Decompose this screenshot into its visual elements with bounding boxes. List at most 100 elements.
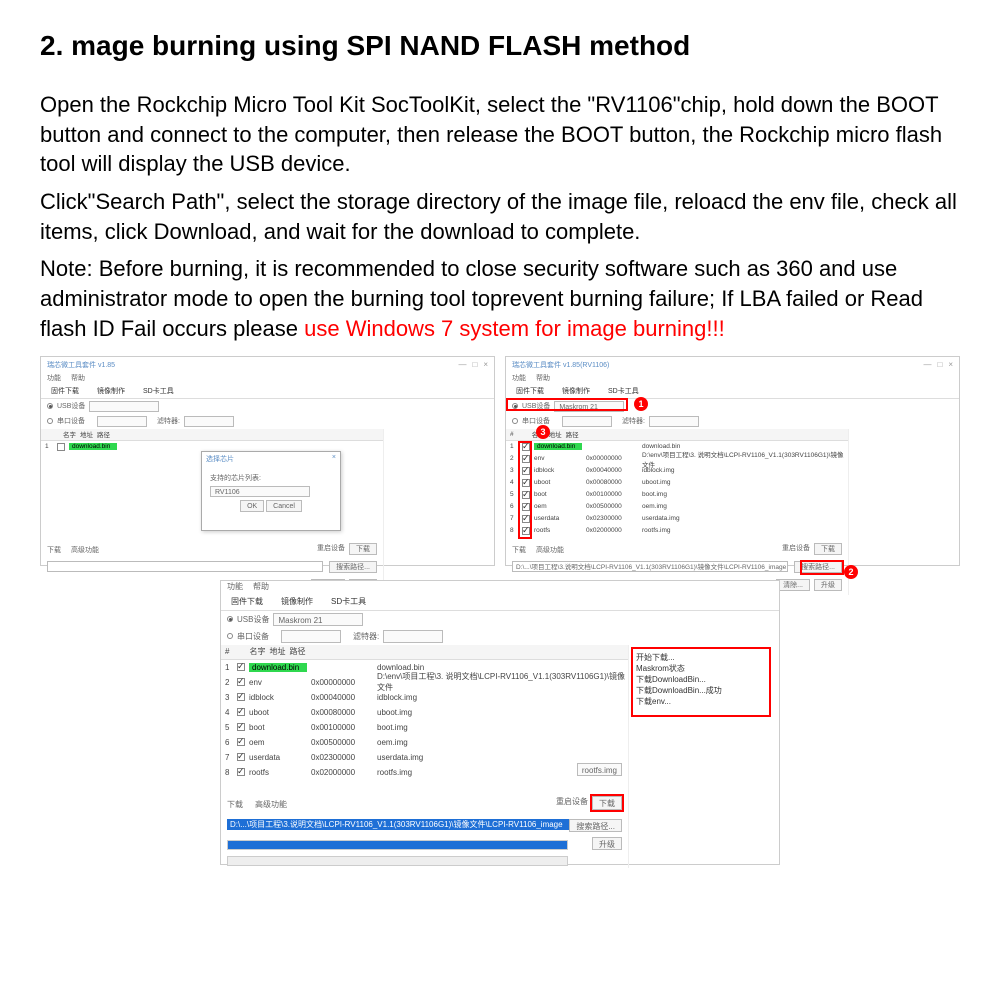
menu-fn[interactable]: 功能 <box>227 581 243 595</box>
row-checkbox[interactable] <box>237 693 245 701</box>
selected-path[interactable]: D:\...\项目工程\3.说明文档\LCPI-RV1106_V1.1(303R… <box>227 819 622 830</box>
row-checkbox[interactable] <box>237 723 245 731</box>
tab-sd[interactable]: SD卡工具 <box>604 385 643 398</box>
row-checkbox[interactable] <box>237 678 245 686</box>
callout-box-2 <box>800 560 844 575</box>
tab-firmware[interactable]: 固件下载 <box>512 385 548 398</box>
log-output-box: 开始下载... Maskrom状态 下载DownloadBin... 下载Dow… <box>631 647 771 717</box>
subtab-advanced[interactable]: 高级功能 <box>255 799 287 810</box>
subtab-download[interactable]: 下载 <box>227 799 243 810</box>
tab-sd[interactable]: SD卡工具 <box>327 595 370 610</box>
table-row[interactable]: 5boot0x00100000boot.img <box>221 720 628 735</box>
radio-serial[interactable] <box>227 633 233 639</box>
minimize-icon[interactable]: — <box>923 360 931 369</box>
minimize-icon[interactable]: — <box>458 360 466 369</box>
log-line: 下载DownloadBin...成功 <box>636 685 766 696</box>
subtab-download[interactable]: 下载 <box>512 545 526 555</box>
tool-tabs: 固件下载 镜像制作 SD卡工具 <box>41 385 494 399</box>
table-row[interactable]: 6oem0x00500000oem.img <box>506 501 848 513</box>
table-row[interactable]: 4uboot0x00080000uboot.img <box>221 705 628 720</box>
radio-usb[interactable] <box>47 403 53 409</box>
download-button[interactable]: 下载 <box>814 543 842 555</box>
filter-combo[interactable] <box>184 416 234 427</box>
menu-help[interactable]: 帮助 <box>71 373 85 385</box>
search-path-button[interactable]: 搜索路径... <box>569 819 622 832</box>
row-checkbox[interactable] <box>237 708 245 716</box>
radio-usb-label: USB设备 <box>57 401 85 411</box>
row-checkbox[interactable] <box>237 768 245 776</box>
tab-image[interactable]: 镜像制作 <box>558 385 594 398</box>
col-name: 名字 <box>63 429 76 439</box>
subtab-download[interactable]: 下载 <box>47 545 61 555</box>
path-input[interactable]: D:\...\项目工程\3.说明文档\LCPI-RV1106_V1.1(303R… <box>512 561 788 572</box>
row-name: boot <box>534 491 582 498</box>
menu-fn[interactable]: 功能 <box>512 373 526 385</box>
table-row[interactable]: 5boot0x00100000boot.img <box>506 489 848 501</box>
search-path-button[interactable]: 搜索路径... <box>329 561 377 573</box>
close-icon[interactable]: × <box>948 360 953 369</box>
table-row[interactable]: 3idblock0x00040000idblock.img <box>221 690 628 705</box>
radio-usb-label: USB设备 <box>237 614 269 625</box>
row-addr: 0x00000000 <box>311 678 373 687</box>
table-row[interactable]: 2env0x00000000D:\env\项目工程\3. 说明文档\LCPI-R… <box>506 453 848 465</box>
row-name: env <box>249 678 307 687</box>
row-addr: 0x02000000 <box>586 527 638 534</box>
serial-combo[interactable] <box>562 416 612 427</box>
menu-fn[interactable]: 功能 <box>47 373 61 385</box>
callout-download-box <box>590 794 624 812</box>
table-row[interactable]: 6oem0x00500000oem.img <box>221 735 628 750</box>
serial-combo[interactable] <box>97 416 147 427</box>
radio-serial[interactable] <box>512 418 518 424</box>
row-path: boot.img <box>377 723 628 732</box>
table-row[interactable]: 8rootfs0x02000000rootfs.img <box>221 765 628 780</box>
rootfs-dropdown[interactable]: rootfs.img <box>577 763 622 776</box>
row-addr: 0x02300000 <box>586 515 638 522</box>
dialog-close-icon[interactable]: × <box>332 454 336 464</box>
serial-combo[interactable] <box>281 630 341 643</box>
chip-combo[interactable]: RV1106 <box>210 486 310 497</box>
col-addr: 地址 <box>80 429 93 439</box>
dialog-ok-button[interactable]: OK <box>240 500 264 512</box>
usb-combo[interactable] <box>89 401 159 412</box>
upgrade-button[interactable]: 升级 <box>814 579 842 591</box>
clear-button[interactable]: 清除... <box>776 579 810 591</box>
upgrade-button[interactable]: 升级 <box>592 837 622 850</box>
tab-firmware[interactable]: 固件下载 <box>227 595 267 610</box>
table-row[interactable]: 7userdata0x02300000userdata.img <box>221 750 628 765</box>
radio-serial[interactable] <box>47 418 53 424</box>
row-checkbox[interactable] <box>237 738 245 746</box>
menu-help[interactable]: 帮助 <box>536 373 550 385</box>
tab-sd[interactable]: SD卡工具 <box>139 385 178 398</box>
dialog-cancel-button[interactable]: Cancel <box>266 500 302 512</box>
row-checkbox[interactable] <box>237 663 245 671</box>
usb-combo[interactable]: Maskrom 21 <box>273 613 363 626</box>
tab-firmware[interactable]: 固件下载 <box>47 385 83 398</box>
table-row[interactable]: 8rootfs0x02000000rootfs.img <box>506 525 848 537</box>
row-checkbox[interactable] <box>237 753 245 761</box>
close-icon[interactable]: × <box>483 360 488 369</box>
tab-image[interactable]: 镜像制作 <box>93 385 129 398</box>
subtab-advanced[interactable]: 高级功能 <box>536 545 564 555</box>
tab-image[interactable]: 镜像制作 <box>277 595 317 610</box>
log-line: 下载DownloadBin... <box>636 674 766 685</box>
col-path: 路径 <box>566 429 579 439</box>
subtab-advanced[interactable]: 高级功能 <box>71 545 99 555</box>
path-input[interactable] <box>47 561 323 572</box>
row-addr: 0x00500000 <box>586 503 638 510</box>
row-checkbox[interactable] <box>57 443 65 451</box>
filter-combo[interactable] <box>649 416 699 427</box>
menu-help[interactable]: 帮助 <box>253 581 269 595</box>
maximize-icon[interactable]: □ <box>937 360 942 369</box>
filter-combo[interactable] <box>383 630 443 643</box>
maximize-icon[interactable]: □ <box>472 360 477 369</box>
table-row[interactable]: 4uboot0x00080000uboot.img <box>506 477 848 489</box>
paragraph-2: Click"Search Path", select the storage d… <box>40 187 960 246</box>
download-button[interactable]: 下载 <box>349 543 377 555</box>
radio-usb[interactable] <box>227 616 233 622</box>
col-path: 路径 <box>97 429 110 439</box>
window-buttons: — □ × <box>458 360 488 369</box>
row-index: 6 <box>225 738 233 747</box>
table-row[interactable]: 2env0x00000000D:\env\项目工程\3. 说明文档\LCPI-R… <box>221 675 628 690</box>
table-row[interactable]: 3idblock0x00040000idblock.img <box>506 465 848 477</box>
table-row[interactable]: 7userdata0x02300000userdata.img <box>506 513 848 525</box>
